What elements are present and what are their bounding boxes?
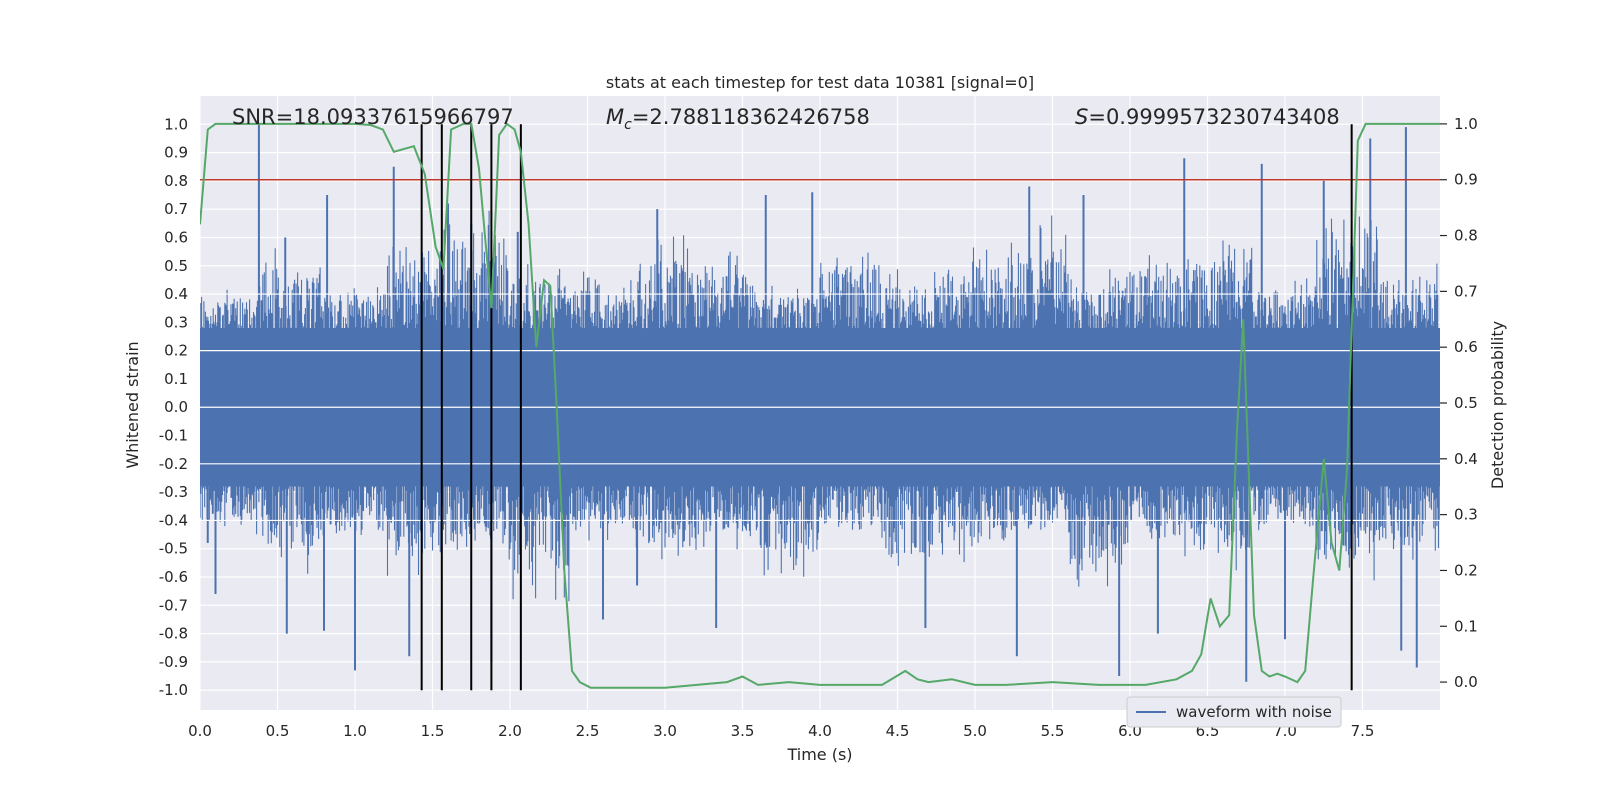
x-tick-label: 1.0 (343, 722, 367, 740)
y-tick-label: -0.2 (159, 455, 188, 473)
y-tick-label: -0.3 (159, 483, 188, 501)
detection-series (200, 122, 1440, 689)
y-tick-label: 0.3 (164, 313, 188, 331)
y2-tick-label: 0.9 (1454, 171, 1478, 189)
mc-value: =2.788118362426758 (632, 105, 870, 129)
legend-label: waveform with noise (1176, 703, 1332, 721)
y-tick-label: 0.2 (164, 342, 188, 360)
x-tick-label: 4.5 (886, 722, 910, 740)
y-tick-label: 0.7 (164, 200, 188, 218)
y-tick-label: -0.7 (159, 596, 188, 614)
plot-content (200, 122, 1440, 691)
y-tick-label: -0.8 (159, 625, 188, 643)
x-tick-label: 3.0 (653, 722, 677, 740)
y-tick-label: 0.5 (164, 257, 188, 275)
y2-tick-label: 0.6 (1454, 338, 1478, 356)
x-tick-label: 2.5 (576, 722, 600, 740)
y2-tick-label: 1.0 (1454, 115, 1478, 133)
mc-symbol: M (606, 105, 624, 129)
y2-tick-label: 0.3 (1454, 506, 1478, 524)
chart-title: stats at each timestep for test data 103… (606, 73, 1034, 92)
y-tick-label: 0.6 (164, 228, 188, 246)
x-tick-label: 0.0 (188, 722, 212, 740)
x-axis-label: Time (s) (786, 745, 852, 764)
x-tick-label: 3.5 (731, 722, 755, 740)
y2-tick-label: 0.7 (1454, 282, 1478, 300)
event-lines (420, 124, 1353, 691)
y-tick-label: -0.4 (159, 511, 188, 529)
detection-line (200, 122, 1440, 689)
x-tick-label: 5.5 (1041, 722, 1065, 740)
y-tick-label: 0.8 (164, 172, 188, 190)
y-tick-label: 1.0 (164, 115, 188, 133)
x-tick-label: 1.5 (421, 722, 445, 740)
y-axis-ticks: 1.0 0.9 0.8 0.7 0.6 0.5 0.4 0.3 0.2 0.1 0.0 -0.1 -0.… (159, 115, 188, 699)
y-tick-label: -0.6 (159, 568, 188, 586)
s-value: =0.9999573230743408 (1088, 105, 1339, 129)
x-tick-label: 4.0 (808, 722, 832, 740)
x-tick-label: 5.0 (963, 722, 987, 740)
y-tick-label: -0.1 (159, 427, 188, 445)
waveform-series (200, 124, 1440, 682)
y-tick-label: 0.4 (164, 285, 188, 303)
x-tick-label: 0.5 (266, 722, 290, 740)
snr-annotation: SNR=18.09337615966797 (232, 105, 514, 129)
y-tick-label: 0.9 (164, 144, 188, 162)
y2-tick-label: 0.0 (1454, 673, 1478, 691)
chirp-mass-annotation: Mc=2.788118362426758 (606, 105, 870, 133)
y2-tick-label: 0.5 (1454, 394, 1478, 412)
x-tick-label: 2.0 (498, 722, 522, 740)
s-annotation: S=0.9999573230743408 (1075, 105, 1340, 129)
y2-axis-label: Detection probability (1488, 321, 1507, 489)
legend: waveform with noise (1126, 696, 1342, 728)
y2-tick-label: 0.4 (1454, 450, 1478, 468)
legend-box (1126, 696, 1342, 728)
y-tick-label: 0.1 (164, 370, 188, 388)
s-symbol: S (1075, 105, 1088, 129)
y2-tick-label: 0.8 (1454, 227, 1478, 245)
y2-tick-label: 0.2 (1454, 561, 1478, 579)
y-tick-label: 0.0 (164, 398, 188, 416)
mc-subscript: c (624, 117, 632, 133)
y-tick-label: -0.5 (159, 540, 188, 558)
y2-axis-ticks: 1.0 0.9 0.8 0.7 0.6 0.5 0.4 0.3 0.2 0.1 0.0 (1440, 115, 1478, 691)
y-tick-label: -0.9 (159, 653, 188, 671)
x-tick-label: 7.5 (1351, 722, 1375, 740)
y2-tick-label: 0.1 (1454, 617, 1478, 635)
y-axis-label: Whitened strain (123, 341, 142, 468)
x-axis-ticks: 0.0 0.5 1.0 1.5 2.0 2.5 3.0 3.5 4.0 4.5 5.0 5.5 6.0 6… (188, 722, 1374, 740)
y-tick-label: -1.0 (159, 681, 188, 699)
